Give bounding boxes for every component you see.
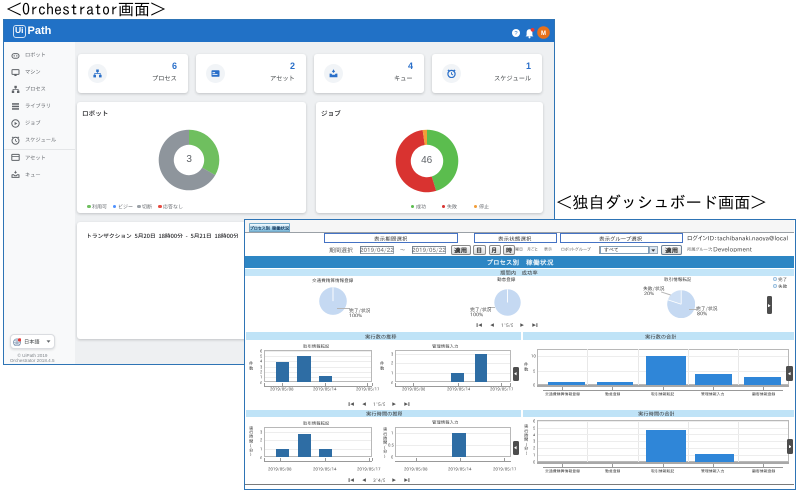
svg-text:M: M — [541, 31, 546, 37]
svg-text:?: ? — [514, 31, 518, 37]
